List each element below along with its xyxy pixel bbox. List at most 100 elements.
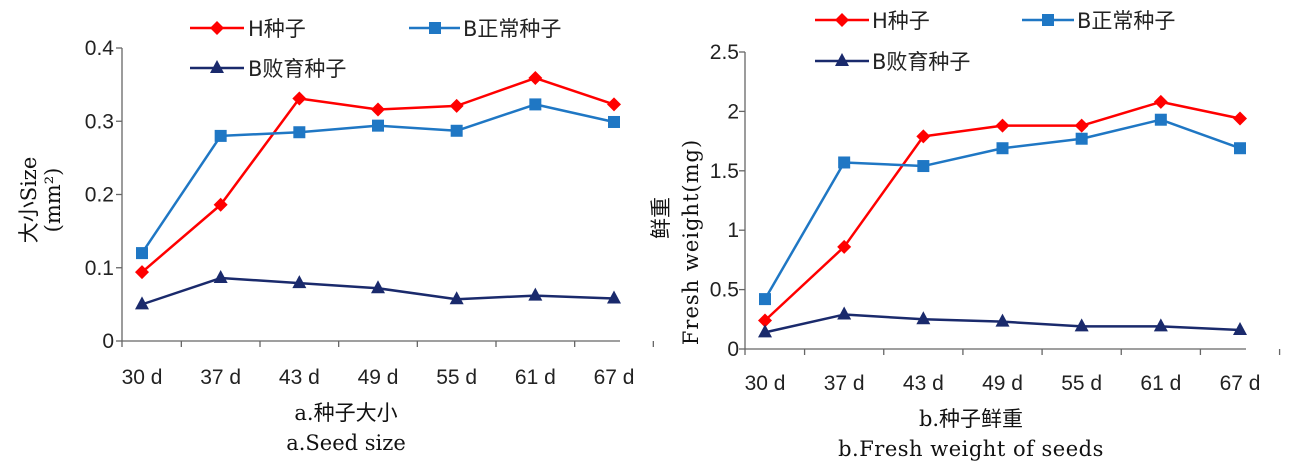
data-point-diamond bbox=[1074, 118, 1089, 133]
y-axis-label-unit: (mm²) bbox=[41, 168, 65, 233]
data-point-triangle bbox=[1153, 318, 1168, 332]
legend: H种子 B正常种子 B败育种子 bbox=[190, 17, 561, 81]
legend-marker-b-aborted bbox=[210, 60, 224, 73]
data-point-triangle bbox=[528, 287, 543, 301]
data-point-diamond bbox=[607, 97, 621, 112]
y-axis-label: 大小Size (mm²) bbox=[17, 157, 65, 244]
caption-cn: b.种子鲜重 bbox=[919, 407, 1023, 431]
x-tick-label: 61 d bbox=[1140, 372, 1181, 395]
legend-marker-h bbox=[835, 13, 849, 27]
data-point-square bbox=[1075, 132, 1088, 145]
legend-marker-b-normal bbox=[429, 22, 441, 34]
data-point-square bbox=[529, 98, 542, 111]
chart-seed-size: 0 0.1 0.2 0.3 0.4 30 d 37 d 43 d 49 d 55 d 61 d 67… bbox=[17, 17, 654, 455]
data-point-triangle bbox=[371, 280, 385, 294]
legend-label-b-normal: B正常种子 bbox=[463, 17, 561, 41]
data-point-triangle bbox=[607, 290, 621, 304]
data-point-triangle bbox=[1233, 321, 1247, 335]
axes bbox=[121, 48, 620, 342]
x-tick-label: 67 d bbox=[1220, 372, 1261, 395]
y-axis-label-cn: 鲜重 bbox=[649, 197, 673, 239]
x-tick-label: 30 d bbox=[745, 372, 786, 395]
legend-label-b-normal: B正常种子 bbox=[1077, 9, 1175, 33]
data-point-square bbox=[1234, 142, 1246, 155]
y-axis-label-title: 大小Size bbox=[17, 157, 41, 244]
data-point-diamond bbox=[758, 313, 772, 328]
x-tick-label: 61 d bbox=[515, 366, 556, 389]
data-point-square bbox=[372, 119, 384, 132]
y-tick-label: 0.5 bbox=[710, 279, 739, 302]
x-tick-label: 67 d bbox=[594, 366, 635, 389]
y-axis-ticks: 0 0.1 0.2 0.3 0.4 bbox=[85, 37, 122, 353]
legend-item-b-normal: B正常种子 bbox=[1022, 9, 1175, 33]
series-group bbox=[758, 94, 1247, 338]
data-point-square bbox=[608, 115, 620, 128]
y-tick-label: 1.5 bbox=[710, 160, 739, 183]
y-axis-ticks: 0 0.5 1 1.5 2 2.5 bbox=[710, 41, 745, 361]
y-tick-label: 0 bbox=[727, 338, 739, 361]
data-point-diamond bbox=[1233, 111, 1247, 126]
data-point-diamond bbox=[995, 118, 1010, 133]
legend-label-b-aborted: B败育种子 bbox=[248, 57, 346, 81]
data-point-triangle bbox=[213, 270, 228, 284]
caption-en: a.Seed size bbox=[286, 431, 406, 455]
legend-item-h: H种子 bbox=[190, 17, 306, 41]
legend-marker-b-aborted bbox=[835, 53, 849, 66]
legend-label-h: H种子 bbox=[248, 17, 306, 41]
x-tick-label: 43 d bbox=[903, 372, 944, 395]
legend: H种子 B正常种子 B败育种子 bbox=[815, 9, 1175, 74]
data-point-square bbox=[838, 156, 851, 169]
data-point-square bbox=[214, 129, 227, 142]
y-tick-label: 0.1 bbox=[85, 257, 114, 280]
y-axis-label: 鲜重 Fresh weight(mg) bbox=[649, 139, 703, 345]
data-point-diamond bbox=[135, 265, 149, 280]
y-axis-label-en: Fresh weight(mg) bbox=[679, 139, 703, 345]
legend-item-b-aborted: B败育种子 bbox=[190, 57, 346, 81]
data-point-diamond bbox=[449, 98, 464, 113]
data-point-diamond bbox=[292, 91, 307, 106]
y-tick-label: 2 bbox=[727, 100, 739, 123]
data-point-triangle bbox=[758, 324, 772, 338]
x-axis-ticks: 30 d 37 d 43 d 49 d 55 d 61 d 67 d bbox=[121, 341, 654, 389]
data-point-diamond bbox=[371, 102, 385, 117]
y-tick-label: 0.4 bbox=[85, 37, 115, 60]
y-tick-label: 0.2 bbox=[85, 184, 114, 207]
data-point-triangle bbox=[837, 306, 852, 320]
caption-en: b.Fresh weight of seeds bbox=[838, 437, 1104, 461]
data-point-triangle bbox=[1074, 318, 1089, 332]
series-group bbox=[135, 71, 621, 310]
y-tick-label: 0.3 bbox=[85, 110, 114, 133]
data-point-triangle bbox=[135, 296, 149, 310]
data-point-triangle bbox=[916, 311, 931, 325]
data-point-diamond bbox=[916, 129, 931, 144]
legend-label-h: H种子 bbox=[872, 9, 930, 33]
x-tick-label: 30 d bbox=[122, 366, 163, 389]
caption-cn: a.种子大小 bbox=[294, 401, 397, 425]
data-point-diamond bbox=[837, 239, 852, 254]
x-tick-label: 43 d bbox=[279, 366, 320, 389]
axes bbox=[744, 52, 1246, 350]
legend-marker-b-normal bbox=[1042, 14, 1054, 26]
data-point-triangle bbox=[995, 313, 1010, 327]
x-axis-ticks: 30 d 37 d 43 d 49 d 55 d 61 d 67 d bbox=[744, 349, 1281, 395]
data-point-square bbox=[293, 126, 306, 139]
data-point-diamond bbox=[1153, 94, 1168, 109]
y-tick-label: 1 bbox=[727, 219, 739, 242]
data-point-square bbox=[917, 160, 930, 173]
legend-item-b-aborted: B败育种子 bbox=[815, 50, 970, 74]
series-line-diamond bbox=[764, 100, 1241, 322]
legend-item-b-normal: B正常种子 bbox=[409, 17, 561, 41]
data-point-square bbox=[759, 293, 771, 306]
data-point-square bbox=[1154, 113, 1167, 126]
legend-item-h: H种子 bbox=[815, 9, 930, 33]
data-point-diamond bbox=[528, 71, 543, 86]
data-point-square bbox=[996, 142, 1009, 155]
data-point-diamond bbox=[213, 197, 228, 212]
x-tick-label: 55 d bbox=[436, 366, 477, 389]
legend-label-b-aborted: B败育种子 bbox=[872, 50, 970, 74]
legend-marker-h bbox=[210, 21, 224, 35]
y-tick-label: 0 bbox=[102, 330, 114, 353]
x-tick-label: 37 d bbox=[824, 372, 865, 395]
x-tick-label: 37 d bbox=[200, 366, 241, 389]
